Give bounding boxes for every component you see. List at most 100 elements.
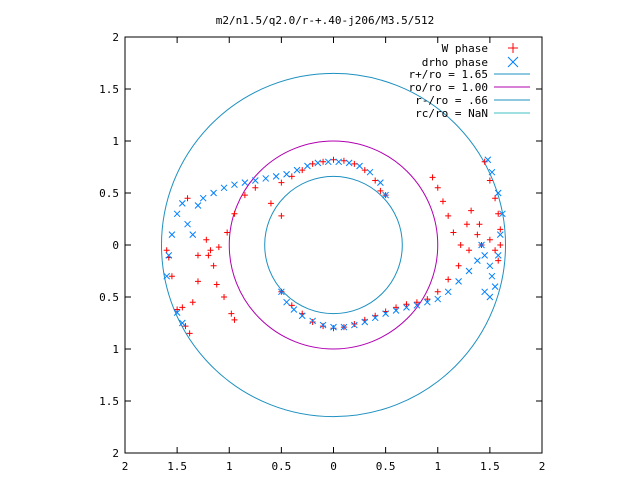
drho-phase-point [251, 177, 259, 184]
w-phase-point [330, 156, 337, 163]
w-phase-point [168, 273, 175, 280]
y-axis-ticks: 2 1.5 1 0.5 0 0.5 1 1.5 2 [99, 31, 542, 460]
w-phase-point [228, 310, 235, 317]
w-phase-point [439, 198, 446, 205]
w-phase-point [393, 304, 400, 311]
w-phase-point [424, 296, 431, 303]
w-phase-point [492, 195, 499, 202]
drho-phase-point [314, 159, 322, 167]
drho-phase-point [262, 175, 270, 182]
drho-phase-point [486, 293, 494, 301]
w-phase-points [163, 156, 504, 337]
w-phase-point [403, 301, 410, 308]
drho-phase-point [444, 288, 452, 296]
drho-phase-point [283, 298, 290, 306]
w-phase-point [186, 330, 193, 337]
w-phase-point [492, 247, 499, 254]
w-phase-point [330, 325, 337, 332]
drho-phase-point [491, 283, 499, 290]
drho-phase-point [330, 323, 337, 331]
drho-phase-point [241, 179, 249, 186]
drho-phase-point [434, 295, 442, 303]
drho-phase-point [165, 252, 173, 259]
drho-phase-point [293, 166, 301, 174]
drho-phase-point [163, 272, 171, 280]
legend-label-rminus: r-/ro = .66 [415, 94, 488, 107]
w-phase-point [194, 252, 201, 259]
w-phase-point [320, 323, 327, 330]
drho-phase-point [210, 189, 217, 197]
drho-phase-point [382, 310, 389, 317]
w-phase-point [210, 262, 217, 269]
drho-phase-point [298, 312, 306, 320]
w-phase-point [207, 247, 214, 254]
w-phase-point [320, 158, 327, 165]
w-phase-point [486, 236, 493, 243]
drho-phase-point [455, 278, 462, 285]
drho-phase-point [194, 202, 202, 209]
drho-phase-point [481, 288, 489, 296]
w-phase-point [163, 247, 170, 254]
drho-phase-point [371, 314, 379, 322]
drho-phase-point [361, 318, 369, 326]
w-phase-point [309, 160, 316, 167]
w-phase-point [463, 221, 470, 228]
w-phase-point [429, 174, 436, 181]
w-phase-point [221, 294, 228, 300]
drho-phase-point [366, 168, 374, 176]
w-phase-point [413, 299, 420, 306]
x-tick-label: 0.5 [376, 460, 396, 473]
drho-phase-point [486, 262, 494, 270]
legend: W phase drho phase r+/ro = 1.65 ro/ro = … [409, 42, 530, 120]
drho-phase-point [278, 288, 285, 296]
drho-phase-point [496, 231, 504, 238]
chart-title: m2/n1.5/q2.0/r-+.40-j206/M3.5/512 [216, 14, 435, 27]
w-phase-point [476, 221, 483, 228]
drho-phase-point [335, 158, 343, 166]
drho-phase-point [231, 181, 238, 189]
w-phase-point [497, 226, 504, 233]
legend-label-w: W phase [442, 42, 488, 55]
drho-phase-point [178, 319, 186, 327]
drho-phase-point [423, 298, 431, 306]
w-phase-point [224, 229, 231, 236]
drho-phase-point [178, 200, 186, 207]
w-phase-point [486, 177, 493, 184]
reference-circle [228, 140, 439, 350]
w-phase-point [466, 247, 473, 254]
drho-phase-point [290, 306, 298, 313]
y-tick-label: 1 [112, 343, 119, 356]
x-tick-label: 1.5 [480, 460, 500, 473]
drho-phase-point [350, 321, 358, 329]
legend-marker-w [508, 43, 518, 53]
w-phase-point [278, 212, 285, 219]
w-phase-point [377, 187, 384, 194]
drho-phase-point [309, 317, 317, 325]
drho-phase-point [488, 272, 496, 280]
drho-phase-point [272, 173, 280, 180]
x-tick-label: 1 [226, 460, 233, 473]
w-phase-point [205, 252, 212, 259]
w-phase-point [309, 318, 316, 325]
drho-phase-point [189, 231, 197, 238]
reference-circles [160, 72, 507, 418]
drho-phase-point [413, 301, 421, 309]
drho-phase-point [199, 194, 207, 202]
w-phase-point [182, 323, 189, 330]
legend-label-drho: drho phase [422, 56, 488, 69]
w-phase-point [495, 210, 502, 217]
w-phase-point [495, 257, 502, 264]
drho-phase-point [499, 210, 506, 218]
w-phase-point [457, 242, 464, 248]
x-tick-label: 0 [330, 460, 337, 473]
w-phase-point [372, 177, 379, 184]
w-phase-point [299, 167, 306, 174]
w-phase-point [241, 192, 248, 199]
w-phase-point [215, 244, 222, 251]
reference-circle [160, 72, 507, 418]
w-phase-point [252, 184, 259, 191]
w-phase-point [267, 200, 274, 207]
y-tick-label: 2 [112, 31, 119, 44]
y-tick-label: 0 [112, 239, 119, 252]
reference-circle [264, 175, 403, 315]
